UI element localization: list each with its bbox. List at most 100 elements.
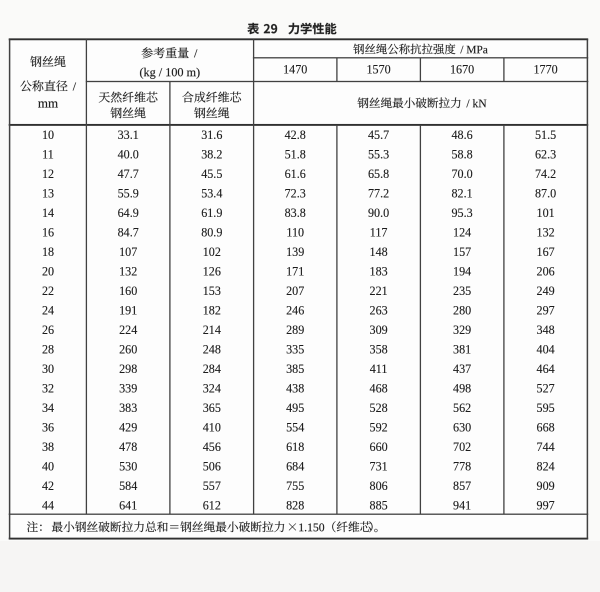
svg-text:284: 284 <box>203 362 221 376</box>
svg-text:246: 246 <box>286 304 304 318</box>
svg-text:70.0: 70.0 <box>452 167 473 181</box>
svg-text:16: 16 <box>42 225 54 239</box>
svg-text:335: 335 <box>286 343 304 357</box>
svg-text:61.6: 61.6 <box>285 167 306 181</box>
svg-text:557: 557 <box>203 479 221 493</box>
svg-text:45.7: 45.7 <box>368 128 389 142</box>
svg-text:44: 44 <box>42 499 54 513</box>
svg-text:410: 410 <box>203 421 221 435</box>
svg-text:641: 641 <box>119 499 137 513</box>
svg-text:62.3: 62.3 <box>535 147 556 161</box>
svg-text:132: 132 <box>537 225 555 239</box>
svg-text:26: 26 <box>42 323 54 337</box>
svg-text:153: 153 <box>203 284 221 298</box>
svg-text:235: 235 <box>453 284 471 298</box>
svg-text:30: 30 <box>42 362 54 376</box>
svg-text:12: 12 <box>42 167 54 181</box>
svg-text:206: 206 <box>537 264 555 278</box>
svg-text:660: 660 <box>370 440 388 454</box>
svg-text:1770: 1770 <box>534 63 558 77</box>
svg-text:260: 260 <box>119 343 137 357</box>
svg-text:595: 595 <box>537 401 555 415</box>
svg-text:194: 194 <box>453 264 471 278</box>
svg-text:207: 207 <box>286 284 304 298</box>
svg-text:126: 126 <box>203 264 221 278</box>
svg-text:51.5: 51.5 <box>535 128 556 142</box>
svg-text:411: 411 <box>370 362 388 376</box>
svg-text:468: 468 <box>370 382 388 396</box>
svg-text:429: 429 <box>119 421 137 435</box>
svg-text:31.6: 31.6 <box>201 128 222 142</box>
svg-text:506: 506 <box>203 460 221 474</box>
svg-text:684: 684 <box>286 460 304 474</box>
svg-text:55.9: 55.9 <box>118 186 139 200</box>
svg-text:365: 365 <box>203 401 221 415</box>
svg-text:668: 668 <box>537 421 555 435</box>
svg-text:824: 824 <box>537 460 555 474</box>
svg-text:82.1: 82.1 <box>452 186 473 200</box>
svg-text:329: 329 <box>453 323 471 337</box>
svg-text:139: 139 <box>286 245 304 259</box>
svg-text:83.8: 83.8 <box>285 206 306 220</box>
svg-text:381: 381 <box>453 343 471 357</box>
svg-text:101: 101 <box>537 206 555 220</box>
svg-text:13: 13 <box>42 186 54 200</box>
svg-text:132: 132 <box>119 264 137 278</box>
svg-text:289: 289 <box>286 323 304 337</box>
svg-text:47.7: 47.7 <box>118 167 139 181</box>
svg-text:298: 298 <box>119 362 137 376</box>
svg-text:618: 618 <box>286 440 304 454</box>
svg-text:160: 160 <box>119 284 137 298</box>
svg-text:358: 358 <box>370 343 388 357</box>
svg-text:464: 464 <box>537 362 555 376</box>
svg-text:171: 171 <box>286 264 304 278</box>
svg-text:34: 34 <box>42 401 54 415</box>
svg-text:191: 191 <box>119 304 137 318</box>
svg-text:58.8: 58.8 <box>452 147 473 161</box>
svg-text:22: 22 <box>42 284 54 298</box>
svg-text:124: 124 <box>453 225 471 239</box>
svg-text:40: 40 <box>42 460 54 474</box>
svg-text:87.0: 87.0 <box>535 186 556 200</box>
svg-text:1570: 1570 <box>367 63 391 77</box>
svg-text:20: 20 <box>42 264 54 278</box>
svg-text:404: 404 <box>537 343 555 357</box>
svg-text:941: 941 <box>453 499 471 513</box>
svg-text:14: 14 <box>42 206 54 220</box>
svg-text:61.9: 61.9 <box>201 206 222 220</box>
svg-text:909: 909 <box>537 479 555 493</box>
svg-text:84.7: 84.7 <box>118 225 139 239</box>
svg-text:224: 224 <box>119 323 137 337</box>
svg-text:110: 110 <box>286 225 304 239</box>
svg-text:324: 324 <box>203 382 221 396</box>
svg-text:167: 167 <box>537 245 555 259</box>
svg-text:28: 28 <box>42 343 54 357</box>
svg-text:36: 36 <box>42 421 54 435</box>
svg-text:263: 263 <box>370 304 388 318</box>
svg-text:64.9: 64.9 <box>118 206 139 220</box>
svg-text:90.0: 90.0 <box>368 206 389 220</box>
svg-text:562: 562 <box>453 401 471 415</box>
svg-text:612: 612 <box>203 499 221 513</box>
svg-text:55.3: 55.3 <box>368 147 389 161</box>
svg-text:10: 10 <box>42 128 54 142</box>
svg-text:42: 42 <box>42 479 54 493</box>
svg-text:24: 24 <box>42 304 54 318</box>
svg-text:11: 11 <box>42 147 54 161</box>
svg-text:95.3: 95.3 <box>452 206 473 220</box>
svg-text:45.5: 45.5 <box>201 167 222 181</box>
svg-text:383: 383 <box>119 401 137 415</box>
svg-text:65.8: 65.8 <box>368 167 389 181</box>
svg-text:528: 528 <box>370 401 388 415</box>
svg-text:38.2: 38.2 <box>201 147 222 161</box>
svg-text:249: 249 <box>537 284 555 298</box>
svg-text:309: 309 <box>370 323 388 337</box>
svg-text:530: 530 <box>119 460 137 474</box>
svg-text:438: 438 <box>286 382 304 396</box>
svg-text:148: 148 <box>370 245 388 259</box>
svg-text:74.2: 74.2 <box>535 167 556 181</box>
svg-text:117: 117 <box>370 225 388 239</box>
svg-text:18: 18 <box>42 245 54 259</box>
svg-text:248: 248 <box>203 343 221 357</box>
svg-text:755: 755 <box>286 479 304 493</box>
